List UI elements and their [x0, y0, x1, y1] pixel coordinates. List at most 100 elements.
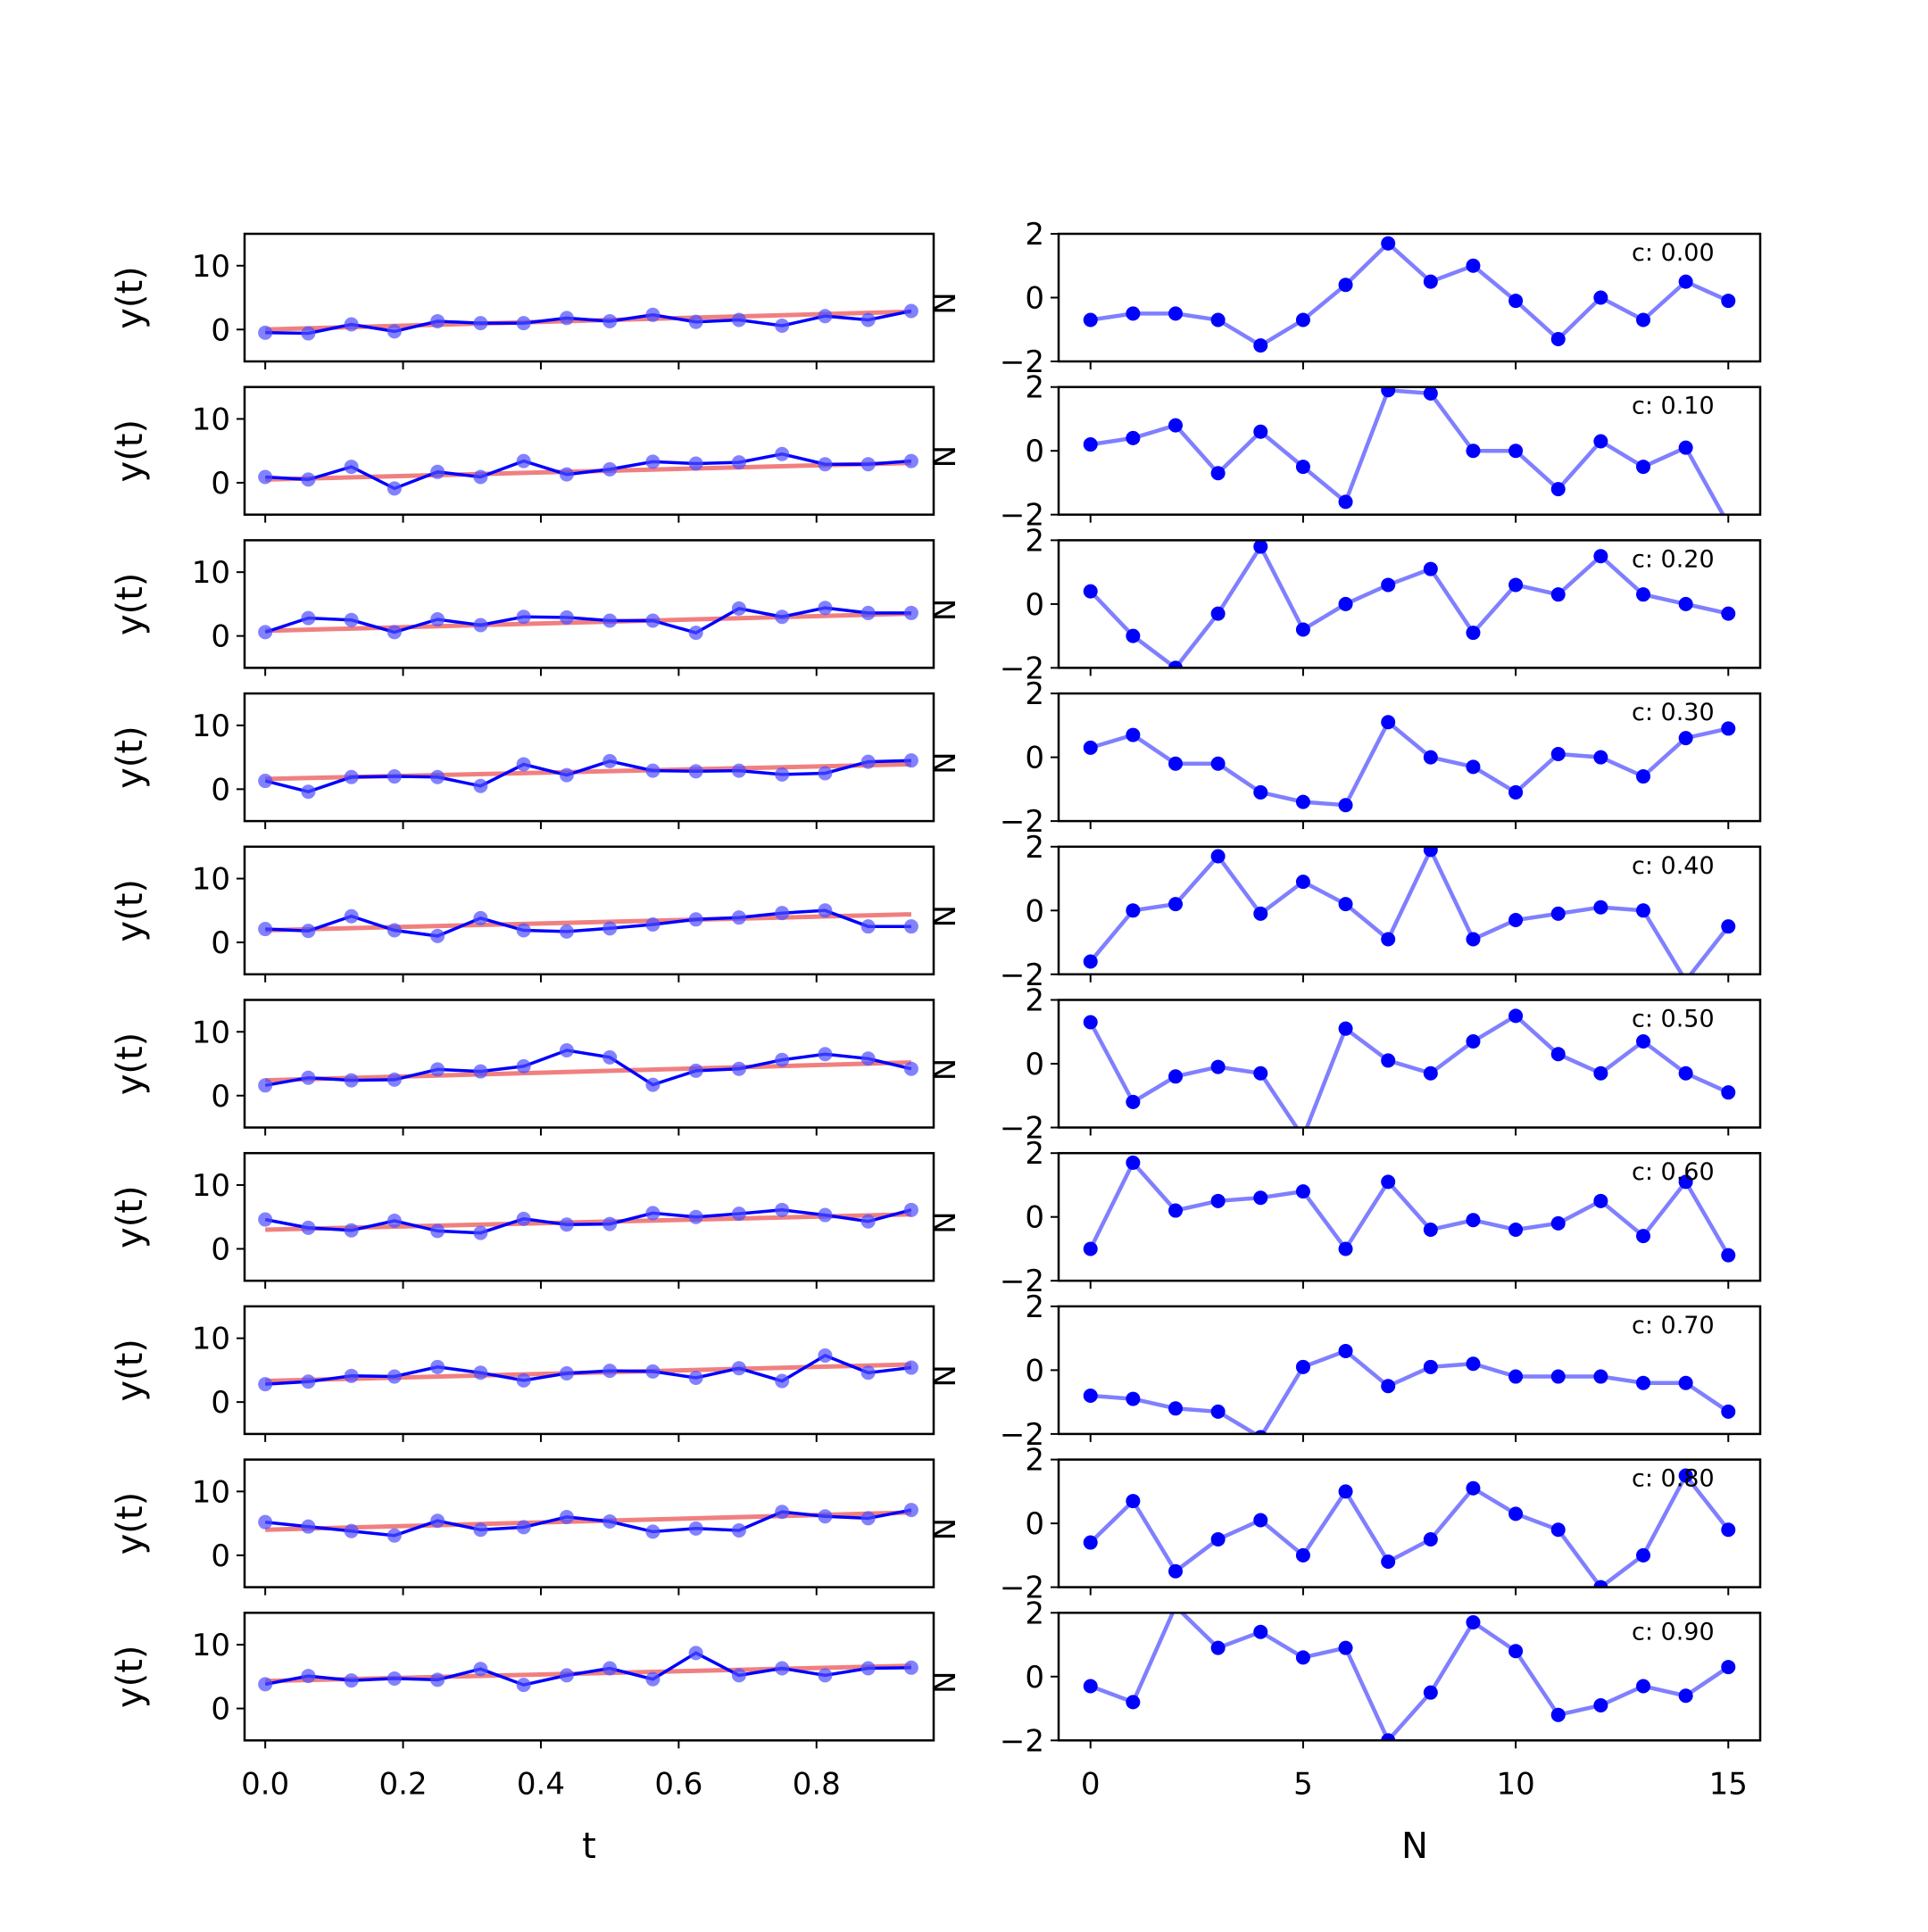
panel-c-label: c: 0.90 [1632, 1618, 1715, 1646]
noise-point [1254, 1430, 1267, 1434]
clipped-n-label: N [927, 292, 963, 314]
clipped-n-label: N [927, 751, 963, 774]
noise-point [1550, 906, 1566, 921]
observed-point [645, 763, 661, 778]
right-y-tick-label: −2 [1000, 1111, 1044, 1147]
observed-point [301, 610, 316, 626]
noise-line [1090, 1348, 1730, 1434]
noise-point [1168, 418, 1183, 433]
left-y-axis-label: y(t) [110, 1032, 151, 1096]
noise-point [1683, 973, 1690, 974]
noise-point [1381, 236, 1396, 251]
observed-point [559, 1668, 574, 1683]
noise-point [1678, 731, 1693, 746]
right-y-tick-label: 2 [1025, 1596, 1044, 1631]
left-y-tick-label: 10 [192, 709, 230, 744]
right-y-tick-label: 0 [1025, 281, 1044, 317]
fit-line [265, 1060, 911, 1083]
left-y-tick-label: 0 [211, 1538, 230, 1574]
right-y-tick-label: −2 [1000, 1417, 1044, 1453]
noise-point [1593, 750, 1608, 765]
left-column-panels: 0 10 y(t) N 0 10 y(t) N 0 10 y(t) N 0 10 y(t) N 0 10 y(t) N… [110, 232, 963, 1802]
noise-point [1083, 740, 1098, 755]
right-panel-plot-area [1083, 386, 1725, 515]
observed-point [473, 910, 488, 925]
noise-point [1083, 1015, 1098, 1030]
observed-point [344, 769, 359, 784]
noise-point [1338, 596, 1353, 611]
right-panel-5: −2 0 2 c: 0.50 [1000, 983, 1762, 1147]
observed-point [645, 613, 661, 628]
observed-point [559, 1217, 574, 1232]
observed-point [818, 1668, 833, 1683]
noise-point [1295, 460, 1310, 475]
noise-point [1126, 727, 1141, 742]
noise-point [1423, 750, 1438, 765]
noise-point [1083, 954, 1098, 969]
left-y-axis-label: y(t) [110, 573, 151, 636]
observed-point [258, 1078, 273, 1093]
right-y-tick-label: 2 [1025, 983, 1044, 1019]
right-y-tick-label: 2 [1025, 830, 1044, 866]
panel-c-label: c: 0.40 [1632, 852, 1715, 880]
noise-point [1721, 1248, 1736, 1263]
right-y-tick-label: 0 [1025, 1047, 1044, 1082]
noise-point [1508, 1008, 1524, 1024]
left-panel-4: 0 10 y(t) N [110, 845, 963, 983]
left-panel-frame [243, 1458, 935, 1588]
noise-point [1381, 1174, 1396, 1190]
observed-point [473, 469, 488, 485]
noise-line [1090, 387, 1725, 515]
observed-line [265, 1354, 912, 1386]
left-y-tick-label: 10 [192, 555, 230, 591]
observed-point [301, 472, 316, 487]
observed-point [386, 769, 402, 784]
noise-point [1593, 1193, 1608, 1208]
panel-c-label: c: 0.20 [1632, 545, 1715, 573]
noise-point [1593, 1697, 1608, 1712]
observed-point [731, 1668, 746, 1683]
left-panel-plot-area [258, 753, 918, 800]
noise-point [1678, 1174, 1693, 1190]
noise-point [1508, 1369, 1524, 1384]
noise-point [1253, 540, 1268, 554]
noise-point [1423, 1531, 1438, 1546]
observed-point [775, 609, 790, 625]
observed-point [344, 1523, 359, 1538]
observed-point [386, 1369, 402, 1384]
observed-point [645, 1364, 661, 1379]
noise-point [1126, 1494, 1141, 1509]
observed-point [473, 1365, 488, 1381]
observed-point [818, 457, 833, 472]
observed-point [473, 316, 488, 331]
observed-point [860, 605, 876, 620]
noise-point [1381, 386, 1396, 398]
observed-point [602, 1216, 618, 1231]
observed-point [430, 928, 445, 943]
observed-point [516, 1372, 531, 1388]
observed-point [344, 460, 359, 475]
observed-point [430, 464, 445, 479]
observed-point [731, 910, 746, 925]
observed-point [645, 1206, 661, 1221]
observed-point [344, 1368, 359, 1383]
right-panel-4: −2 0 2 c: 0.40 [1000, 830, 1762, 993]
noise-point [1466, 1213, 1481, 1228]
observed-point [860, 1214, 876, 1229]
noise-point [1636, 1033, 1650, 1049]
noise-point [1168, 1563, 1183, 1579]
left-panel-plot-area [258, 1202, 918, 1240]
left-y-tick-label: 10 [192, 862, 230, 898]
observed-point [818, 1047, 833, 1062]
noise-point [1083, 584, 1098, 599]
noise-point [1508, 1506, 1524, 1522]
observed-point [516, 1058, 531, 1074]
observed-point [688, 1209, 703, 1224]
observed-point [731, 455, 746, 470]
right-panel-6: −2 0 2 c: 0.60 [1000, 1136, 1762, 1299]
observed-point [688, 764, 703, 779]
observed-point [818, 601, 833, 616]
left-x-tick-label: 0.4 [517, 1766, 565, 1802]
right-panel-2: −2 0 2 c: 0.20 [1000, 523, 1762, 686]
observed-point [516, 1678, 531, 1693]
